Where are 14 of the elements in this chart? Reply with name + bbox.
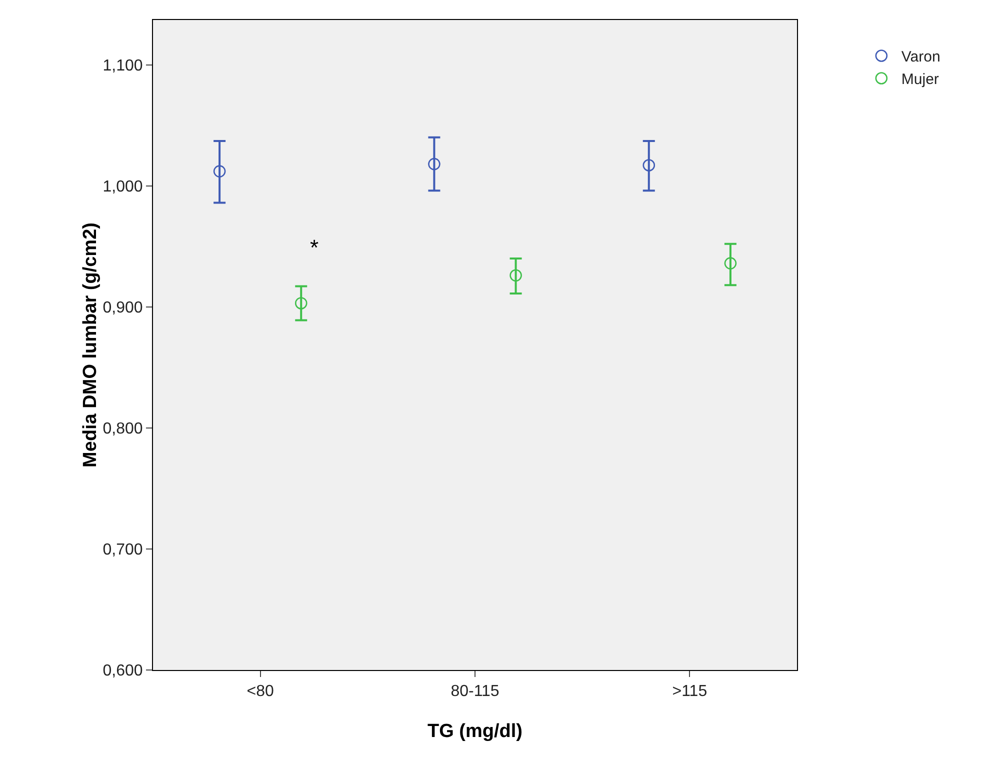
y-tick-label: 0,800	[102, 420, 143, 438]
legend-label: Mujer	[901, 71, 939, 88]
x-tick-label: 80-115	[450, 683, 500, 700]
legend-label: Varon	[901, 48, 940, 66]
x-tick-label: <80	[246, 683, 274, 700]
y-tick-label: 0,700	[102, 542, 143, 559]
y-axis-title: Media DMO lumbar (g/cm2)	[80, 222, 101, 468]
y-tick-label: 1,100	[102, 57, 143, 74]
y-tick-label: 0,600	[102, 662, 143, 680]
y-tick-label: 0,900	[102, 299, 143, 316]
x-tick-label: >115	[672, 683, 708, 700]
x-axis-title: TG (mg/dl)	[428, 721, 522, 742]
y-tick-label: 1,000	[102, 178, 143, 196]
annotation: *	[310, 235, 319, 260]
